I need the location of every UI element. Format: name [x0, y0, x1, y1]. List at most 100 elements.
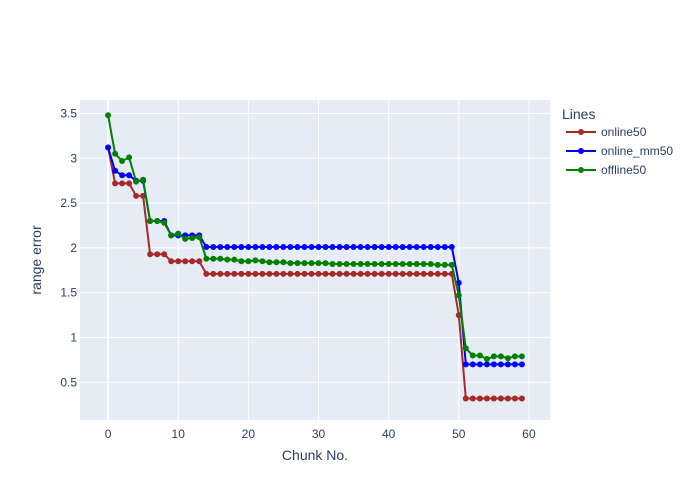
data-point-online-mm50[interactable]	[301, 244, 308, 250]
data-point-offline50[interactable]	[210, 255, 217, 262]
data-point-online50[interactable]	[252, 270, 259, 277]
data-point-online-mm50[interactable]	[483, 361, 490, 368]
data-point-offline50[interactable]	[266, 259, 273, 266]
data-point-online-mm50[interactable]	[420, 244, 427, 250]
data-point-online50[interactable]	[266, 270, 273, 277]
data-point-online50[interactable]	[406, 270, 413, 277]
data-point-online50[interactable]	[301, 270, 308, 277]
data-point-offline50[interactable]	[119, 158, 126, 164]
data-point-online50[interactable]	[154, 251, 161, 258]
data-point-offline50[interactable]	[406, 261, 413, 267]
data-point-online-mm50[interactable]	[119, 172, 126, 179]
data-point-online-mm50[interactable]	[427, 244, 434, 250]
data-point-online50[interactable]	[175, 258, 182, 265]
data-point-online50[interactable]	[280, 270, 287, 277]
data-point-offline50[interactable]	[420, 261, 427, 267]
data-point-online50[interactable]	[245, 270, 252, 277]
data-point-online-mm50[interactable]	[273, 244, 280, 250]
data-point-online50[interactable]	[112, 180, 119, 187]
data-point-offline50[interactable]	[238, 258, 245, 265]
data-point-offline50[interactable]	[168, 232, 175, 239]
data-point-online-mm50[interactable]	[238, 244, 245, 250]
data-point-offline50[interactable]	[147, 218, 154, 224]
data-point-offline50[interactable]	[441, 261, 448, 268]
data-point-offline50[interactable]	[364, 261, 371, 267]
data-point-offline50[interactable]	[140, 176, 147, 183]
data-point-offline50[interactable]	[504, 355, 511, 362]
data-point-online50[interactable]	[224, 270, 231, 277]
data-point-online50[interactable]	[147, 251, 154, 258]
data-point-offline50[interactable]	[252, 257, 259, 264]
data-point-online50[interactable]	[259, 270, 266, 277]
data-point-online-mm50[interactable]	[497, 361, 504, 368]
data-point-online-mm50[interactable]	[217, 244, 224, 250]
data-point-online-mm50[interactable]	[245, 244, 252, 250]
data-point-offline50[interactable]	[490, 353, 497, 360]
data-point-offline50[interactable]	[126, 154, 133, 161]
data-point-online50[interactable]	[364, 270, 371, 277]
data-point-offline50[interactable]	[385, 261, 392, 267]
data-point-online50[interactable]	[504, 395, 511, 402]
data-point-online-mm50[interactable]	[266, 244, 273, 250]
data-point-online-mm50[interactable]	[441, 244, 448, 250]
data-point-offline50[interactable]	[434, 261, 441, 268]
data-point-online50[interactable]	[343, 270, 350, 277]
data-point-online50[interactable]	[427, 270, 434, 277]
data-point-online50[interactable]	[413, 270, 420, 277]
data-point-offline50[interactable]	[301, 260, 308, 267]
data-point-online-mm50[interactable]	[378, 244, 385, 250]
data-point-offline50[interactable]	[427, 261, 434, 267]
data-point-offline50[interactable]	[259, 258, 266, 265]
data-point-offline50[interactable]	[154, 218, 161, 224]
data-point-online-mm50[interactable]	[518, 361, 525, 368]
data-point-offline50[interactable]	[133, 178, 140, 185]
data-point-online-mm50[interactable]	[364, 244, 371, 250]
data-point-online50[interactable]	[518, 395, 525, 402]
legend-item-online50[interactable]: online50	[566, 125, 647, 139]
data-point-online50[interactable]	[469, 395, 476, 402]
data-point-online-mm50[interactable]	[504, 361, 511, 368]
data-point-online50[interactable]	[350, 270, 357, 277]
data-point-online-mm50[interactable]	[210, 244, 217, 250]
data-point-online50[interactable]	[392, 270, 399, 277]
data-point-online50[interactable]	[490, 395, 497, 402]
data-point-offline50[interactable]	[189, 235, 196, 241]
legend[interactable]: Lines online50 online_mm50 offline50	[562, 106, 673, 177]
data-point-offline50[interactable]	[476, 352, 483, 359]
data-point-online-mm50[interactable]	[203, 244, 210, 250]
data-point-online50[interactable]	[287, 270, 294, 277]
data-point-offline50[interactable]	[343, 261, 350, 267]
data-point-online-mm50[interactable]	[315, 244, 322, 250]
data-point-online-mm50[interactable]	[252, 244, 259, 250]
data-point-online50[interactable]	[336, 270, 343, 277]
data-point-offline50[interactable]	[245, 258, 252, 265]
data-point-online50[interactable]	[511, 395, 518, 402]
data-point-online50[interactable]	[497, 395, 504, 402]
data-point-online-mm50[interactable]	[322, 244, 329, 250]
data-point-offline50[interactable]	[308, 260, 315, 267]
legend-item-offline50[interactable]: offline50	[566, 163, 646, 177]
data-point-offline50[interactable]	[112, 150, 119, 157]
data-point-online50[interactable]	[385, 270, 392, 277]
data-point-offline50[interactable]	[413, 261, 420, 267]
data-point-online-mm50[interactable]	[126, 172, 133, 179]
data-point-online-mm50[interactable]	[392, 244, 399, 250]
data-point-online-mm50[interactable]	[385, 244, 392, 250]
data-point-online50[interactable]	[378, 270, 385, 277]
data-point-online-mm50[interactable]	[490, 361, 497, 368]
data-point-online50[interactable]	[329, 270, 336, 277]
data-point-online50[interactable]	[420, 270, 427, 277]
data-point-online50[interactable]	[210, 270, 217, 277]
data-point-online50[interactable]	[322, 270, 329, 277]
data-point-online-mm50[interactable]	[434, 244, 441, 250]
data-point-online50[interactable]	[273, 270, 280, 277]
data-point-online-mm50[interactable]	[329, 244, 336, 250]
data-point-offline50[interactable]	[105, 112, 112, 119]
data-point-offline50[interactable]	[448, 261, 455, 268]
data-point-online-mm50[interactable]	[406, 244, 413, 250]
data-point-online-mm50[interactable]	[462, 361, 469, 368]
data-point-offline50[interactable]	[294, 260, 301, 267]
data-point-online-mm50[interactable]	[280, 244, 287, 250]
legend-item-online-mm50[interactable]: online_mm50	[566, 144, 673, 158]
data-point-offline50[interactable]	[203, 255, 210, 262]
